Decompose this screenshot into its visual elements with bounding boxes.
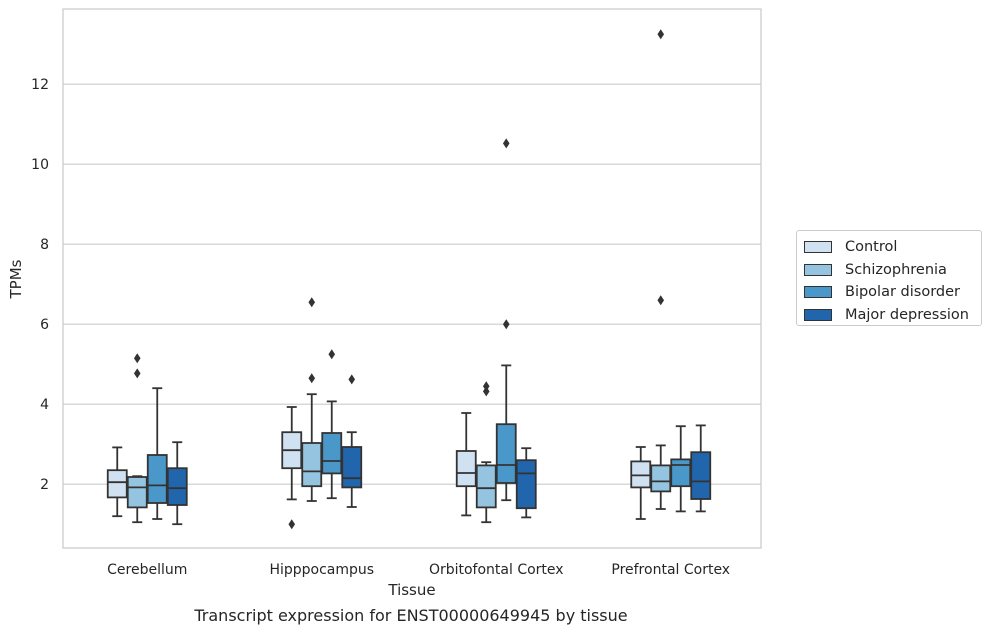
legend-item: Major depression bbox=[804, 304, 981, 327]
box-bipolar-disorder bbox=[495, 138, 517, 502]
box-iqr bbox=[126, 476, 148, 509]
legend-label: Control bbox=[845, 239, 898, 256]
chart-title: Transcript expression for ENST0000064994… bbox=[194, 606, 628, 625]
y-tick-label: 10 bbox=[31, 157, 49, 173]
box-iqr bbox=[515, 459, 537, 510]
box-iqr bbox=[455, 450, 477, 488]
box-schizophrenia bbox=[650, 29, 672, 510]
x-tick-label: Hipppocampus bbox=[269, 562, 374, 578]
outlier-point bbox=[308, 297, 316, 308]
box-iqr bbox=[690, 451, 712, 500]
box-iqr bbox=[146, 454, 168, 504]
outlier-point bbox=[482, 381, 490, 392]
outlier-point bbox=[328, 349, 336, 360]
legend-item: Bipolar disorder bbox=[804, 281, 981, 304]
box-iqr bbox=[301, 442, 323, 488]
legend: Control Schizophrenia Bipolar disorder Majo… bbox=[796, 230, 982, 326]
box-control bbox=[455, 412, 477, 517]
box-iqr bbox=[670, 458, 692, 488]
outlier-point bbox=[657, 29, 665, 40]
x-tick-label: Prefrontal Cortex bbox=[611, 562, 730, 578]
box-iqr bbox=[106, 469, 128, 499]
x-tick-label: Cerebellum bbox=[107, 562, 187, 578]
box-bipolar-disorder bbox=[670, 425, 692, 513]
box-iqr bbox=[166, 467, 188, 506]
y-tick-label: 4 bbox=[40, 397, 49, 413]
box-major-depression bbox=[341, 374, 363, 508]
x-axis-label: Tissue bbox=[387, 581, 435, 599]
y-tick-label: 6 bbox=[40, 317, 49, 333]
box-iqr bbox=[650, 464, 672, 493]
y-axis-label: TPMs bbox=[7, 259, 25, 299]
box-major-depression bbox=[690, 424, 712, 513]
y-tick-label: 12 bbox=[31, 77, 49, 93]
y-tick-label: 2 bbox=[40, 477, 49, 493]
box-bipolar-disorder bbox=[321, 349, 343, 500]
outlier-point bbox=[308, 373, 316, 384]
plot-area bbox=[63, 9, 761, 548]
box-major-depression bbox=[166, 441, 188, 526]
box-iqr bbox=[321, 432, 343, 475]
legend-swatch bbox=[804, 308, 832, 321]
box-control bbox=[281, 406, 303, 530]
outlier-point bbox=[288, 519, 296, 530]
legend-swatch bbox=[804, 241, 832, 254]
outlier-point bbox=[502, 138, 510, 149]
x-tick-labels: Cerebellum Hipppocampus Orbitofontal Corte… bbox=[107, 562, 730, 578]
legend-label: Bipolar disorder bbox=[845, 284, 960, 301]
box-iqr bbox=[495, 423, 517, 484]
plot-frame bbox=[62, 8, 762, 549]
outlier-point bbox=[348, 374, 356, 385]
box-iqr bbox=[630, 460, 652, 489]
box-schizophrenia bbox=[475, 381, 497, 524]
y-tick-label: 8 bbox=[40, 237, 49, 253]
box-bipolar-disorder bbox=[146, 387, 168, 520]
legend-item: Schizophrenia bbox=[804, 259, 981, 282]
box-control bbox=[630, 446, 652, 520]
x-tick-label: Orbitofontal Cortex bbox=[429, 562, 564, 578]
legend-label: Schizophrenia bbox=[845, 261, 947, 278]
outlier-point bbox=[657, 295, 665, 306]
outlier-point bbox=[482, 386, 490, 397]
box-schizophrenia bbox=[301, 297, 323, 502]
legend-swatch bbox=[804, 263, 832, 276]
box-series bbox=[106, 29, 712, 530]
outlier-point bbox=[133, 368, 141, 379]
box-schizophrenia bbox=[126, 353, 148, 524]
outlier-point bbox=[502, 319, 510, 330]
legend-label: Major depression bbox=[845, 306, 969, 323]
box-major-depression bbox=[515, 447, 537, 519]
box-iqr bbox=[475, 464, 497, 509]
box-control bbox=[106, 446, 128, 518]
legend-item: Control bbox=[804, 236, 981, 259]
y-tick-labels: 2 4 6 8 10 12 bbox=[31, 77, 49, 493]
outlier-point bbox=[133, 353, 141, 364]
box-iqr bbox=[341, 446, 363, 489]
legend-swatch bbox=[804, 286, 832, 299]
